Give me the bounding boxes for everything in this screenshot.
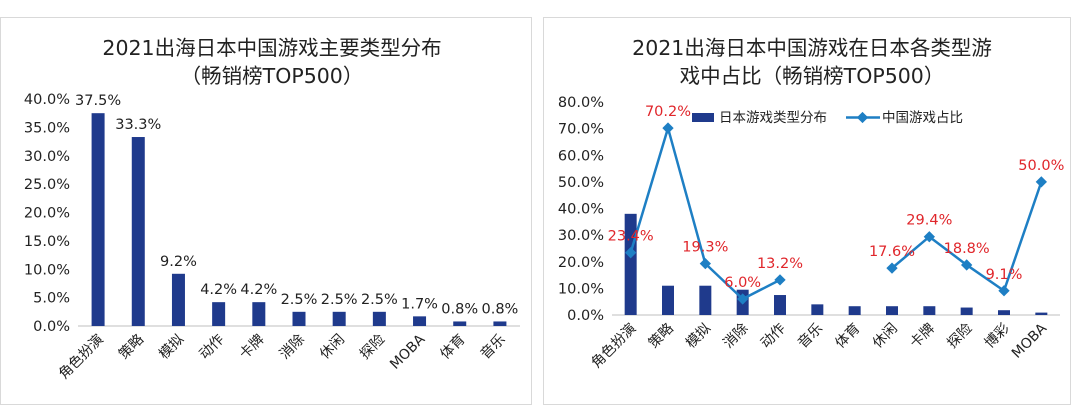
left-value-label: 9.2% (160, 254, 197, 270)
right-chart-title-line2: 戏中占比（畅销榜TOP500） (680, 64, 945, 88)
right-y-tick-label: 0.0% (567, 308, 604, 324)
right-line-marker (699, 257, 711, 270)
left-bar (171, 273, 185, 326)
right-line-value-label: 23.4% (608, 229, 654, 245)
right-line-marker (998, 285, 1010, 297)
left-chart-title-line2: （畅销榜TOP500） (181, 64, 364, 88)
left-chart-title-line1: 2021出海日本中国游戏主要类型分布 (102, 36, 441, 60)
right-line-marker (625, 247, 637, 259)
right-line-marker (737, 293, 749, 305)
left-bars (91, 113, 507, 326)
right-y-tick-label: 70.0% (558, 122, 604, 138)
left-chart-panel: 2021出海日本中国游戏主要类型分布 （畅销榜TOP500） 0.0% 5.0% 1… (0, 17, 532, 405)
right-bar (998, 310, 1010, 315)
right-line-series (625, 122, 1047, 305)
left-bar (453, 321, 467, 326)
right-bar (923, 306, 936, 315)
right-y-tick-label: 80.0% (558, 95, 604, 111)
right-bar (960, 307, 973, 315)
right-y-tick-label: 20.0% (558, 255, 604, 271)
left-y-tick-label: 0.0% (33, 319, 70, 335)
left-bar (252, 302, 266, 326)
right-y-tick-label: 30.0% (558, 228, 604, 244)
right-bar (1035, 312, 1048, 315)
legend-bar-label: 日本游戏类型分布 (719, 110, 827, 126)
right-line-marker (774, 274, 786, 286)
left-bar (372, 311, 386, 326)
left-value-label: 37.5% (75, 93, 121, 109)
right-bar (811, 304, 824, 315)
left-value-labels: 37.5%33.3%9.2%4.2% 4.2%2.5% 2.5% 2.5% 1.7% 0.… (75, 93, 518, 317)
left-bar (131, 137, 145, 326)
right-line-value-label: 70.2% (645, 104, 691, 120)
left-value-label: 0.8% (441, 301, 478, 317)
right-line-marker (961, 259, 973, 271)
right-panel-frame (543, 17, 1071, 405)
left-value-label: 2.5% (361, 292, 398, 308)
left-y-tick-label: 40.0% (24, 92, 70, 108)
right-bar (662, 285, 674, 315)
left-bar (493, 321, 507, 326)
right-line-marker (886, 262, 898, 274)
left-value-label: 4.2% (240, 282, 277, 298)
right-line-marker (1035, 176, 1047, 188)
right-y-axis-ticks: 0.0% 10.0% 20.0% 30.0% 40.0% 50.0% 60.0% 70.0% 8… (558, 95, 604, 324)
right-chart-title-line1: 2021出海日本中国游戏在日本各类型游 (632, 36, 992, 60)
left-y-tick-label: 30.0% (24, 149, 70, 165)
left-y-axis-ticks: 0.0% 5.0% 10.0% 15.0% 20.0% 25.0% 30.0% 35.0% 40… (24, 92, 70, 335)
right-bar (886, 306, 898, 315)
right-line-value-label: 9.1% (986, 267, 1023, 283)
right-line-value-labels: 23.4% 70.2% 19.3% 6.0% 13.2% 17.6% 29.4% 18.8% 9… (608, 104, 1065, 291)
left-value-label: 2.5% (281, 292, 318, 308)
right-line-value-label: 19.3% (682, 240, 728, 256)
left-y-tick-label: 5.0% (33, 291, 70, 307)
left-y-tick-label: 25.0% (24, 177, 70, 193)
left-y-tick-label: 35.0% (24, 120, 70, 136)
left-bar (212, 302, 226, 326)
left-y-tick-label: 15.0% (24, 234, 70, 250)
left-y-tick-label: 20.0% (24, 206, 70, 222)
right-y-tick-label: 50.0% (558, 175, 604, 191)
right-bar (774, 295, 786, 315)
left-bar (91, 113, 105, 326)
left-value-label: 1.7% (401, 296, 438, 312)
right-line-value-label: 18.8% (944, 241, 990, 257)
right-line-marker (923, 231, 935, 243)
left-value-label: 2.5% (321, 292, 358, 308)
right-line-value-label: 29.4% (906, 213, 952, 229)
left-value-label: 0.8% (481, 301, 518, 317)
left-y-tick-label: 10.0% (24, 262, 70, 278)
left-panel-frame (0, 17, 532, 405)
left-value-label: 33.3% (115, 117, 161, 133)
right-line-value-label: 6.0% (724, 275, 761, 291)
right-line-value-label: 13.2% (757, 256, 803, 272)
left-bar (292, 311, 306, 326)
right-y-tick-label: 40.0% (558, 202, 604, 218)
left-value-label: 4.2% (200, 282, 237, 298)
right-line-value-label: 50.0% (1018, 158, 1064, 174)
left-bar (413, 316, 427, 326)
left-bar (332, 311, 346, 326)
legend-bar-swatch (692, 113, 714, 122)
right-bar (848, 306, 861, 315)
legend-line-label: 中国游戏占比 (882, 110, 963, 126)
right-y-tick-label: 60.0% (558, 148, 604, 164)
right-bar (699, 285, 712, 315)
right-chart-panel: 2021出海日本中国游戏在日本各类型游 戏中占比（畅销榜TOP500） 0.0%… (543, 17, 1071, 405)
right-y-tick-label: 10.0% (558, 281, 604, 297)
right-line-value-label: 17.6% (869, 244, 915, 260)
